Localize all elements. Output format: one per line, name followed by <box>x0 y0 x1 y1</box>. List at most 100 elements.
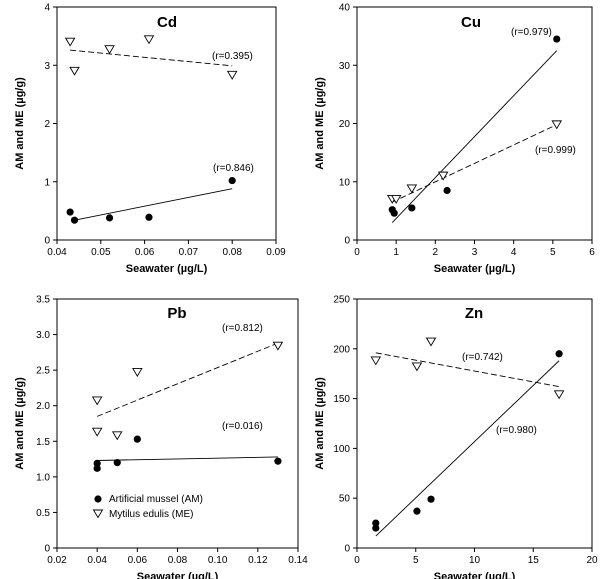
am-data-point <box>274 457 282 465</box>
x-tick-label: 10 <box>469 555 481 566</box>
am-data-point <box>427 495 435 503</box>
legend-am-marker <box>94 495 102 503</box>
y-tick-label: 0 <box>44 544 50 555</box>
x-tick-label: 0.02 <box>47 555 67 566</box>
am-data-point <box>413 507 421 515</box>
y-tick-label: 2.0 <box>36 401 50 412</box>
am-data-point <box>113 459 121 467</box>
am-data-point <box>408 204 416 212</box>
me-data-point <box>370 356 382 366</box>
x-tick-label: 1 <box>393 247 399 258</box>
am-r-label: (r=0.980) <box>496 425 537 436</box>
panel-title: Zn <box>465 305 483 322</box>
y-tick-label: 3 <box>44 61 50 72</box>
y-axis-label: AM and ME (µg/g) <box>14 77 26 170</box>
y-tick-label: 150 <box>333 394 350 405</box>
panel-cu: 0 1 2 3 4 5 6 0 10 20 30 40 Seawater (µg/L) AM and ME… <box>314 3 595 276</box>
am-data-point <box>390 209 398 217</box>
am-fit-line <box>391 50 558 223</box>
am-r-label: (r=0.979) <box>511 27 552 38</box>
panel-pb: 0.02 0.04 0.06 0.08 0.10 0.12 0.14 0 0.5 1.0 1.5 2.… <box>14 295 308 579</box>
x-tick-label: 0.05 <box>91 247 111 258</box>
me-data-point <box>425 337 437 347</box>
x-tick-label: 20 <box>586 555 598 566</box>
am-data-point <box>372 519 380 527</box>
y-tick-label: 0 <box>344 236 350 247</box>
y-tick-label: 50 <box>339 494 351 505</box>
x-tick-label: 0.14 <box>288 555 308 566</box>
am-fit-line <box>375 360 560 537</box>
y-tick-label: 250 <box>333 295 350 306</box>
me-data-point <box>91 396 103 406</box>
me-data-point <box>406 184 418 194</box>
am-data-point <box>145 213 153 221</box>
x-axis-label: Seawater (µg/L) <box>434 571 516 579</box>
y-tick-label: 200 <box>333 344 350 355</box>
me-data-point <box>411 362 423 372</box>
am-data-point <box>66 208 74 216</box>
x-tick-label: 5 <box>550 247 556 258</box>
y-tick-label: 4 <box>44 3 50 14</box>
me-data-point <box>111 431 123 441</box>
y-tick-label: 0.5 <box>36 508 50 519</box>
me-data-point <box>143 35 155 45</box>
y-tick-label: 20 <box>339 119 351 130</box>
x-tick-label: 0.08 <box>168 555 188 566</box>
x-axis-label: Seawater (µg/L) <box>126 263 208 275</box>
x-tick-label: 0.06 <box>135 247 155 258</box>
x-tick-label: 0.07 <box>179 247 199 258</box>
me-data-point <box>553 390 565 400</box>
y-axis-label: AM and ME (µg/g) <box>314 377 326 470</box>
y-tick-label: 10 <box>339 177 351 188</box>
y-tick-label: 1 <box>44 177 50 188</box>
me-data-point <box>132 368 143 377</box>
me-data-point <box>69 66 80 76</box>
me-data-point <box>272 341 284 351</box>
am-r-label: (r=0.016) <box>222 421 263 432</box>
legend-me-label: Mytilus edulis (ME) <box>109 509 193 520</box>
me-fit-line <box>96 342 279 417</box>
me-fit-line <box>392 124 557 203</box>
x-tick-label: 3 <box>472 247 478 258</box>
plot-frame <box>56 6 277 241</box>
am-data-point <box>70 216 79 224</box>
y-tick-label: 30 <box>339 61 351 72</box>
am-data-point <box>553 35 561 43</box>
x-tick-label: 0 <box>354 555 360 566</box>
y-axis-label: AM and ME (µg/g) <box>14 377 26 470</box>
legend-am-label: Artificial mussel (AM) <box>109 494 203 505</box>
me-data-point <box>226 70 238 80</box>
am-data-point <box>555 350 563 358</box>
x-axis-label: Seawater (µg/L) <box>434 263 516 275</box>
y-tick-label: 3.5 <box>36 295 50 306</box>
am-data-point <box>133 435 141 443</box>
am-data-point <box>93 464 101 472</box>
x-tick-label: 0.06 <box>128 555 148 566</box>
me-data-point <box>390 194 402 204</box>
panel-title: Pb <box>167 305 186 322</box>
am-data-point <box>372 524 380 532</box>
panel-title: Cd <box>157 14 177 31</box>
x-tick-label: 0.04 <box>87 555 107 566</box>
x-tick-label: 15 <box>528 555 540 566</box>
panel-cd: 0.04 0.05 0.06 0.07 0.08 0.09 0 1 2 3 4 Seawater (µ… <box>14 3 286 276</box>
y-tick-label: 1.0 <box>36 472 50 483</box>
me-r-label: (r=0.742) <box>462 352 503 363</box>
y-tick-label: 0 <box>44 236 50 247</box>
x-tick-label: 4 <box>511 247 517 258</box>
am-data-point <box>443 186 451 195</box>
legend-me-marker <box>92 509 104 519</box>
y-tick-label: 0 <box>344 544 350 555</box>
panel-title: Cu <box>461 14 481 31</box>
me-data-point <box>64 37 76 47</box>
am-fit-line <box>97 456 278 461</box>
me-data-point <box>551 120 563 130</box>
legend: Artificial mussel (AM) Mytilus edulis (M… <box>92 494 203 520</box>
x-tick-label: 2 <box>433 247 439 258</box>
me-data-point <box>104 45 115 55</box>
y-tick-label: 2 <box>44 119 50 130</box>
me-r-label: (r=0.812) <box>222 323 263 334</box>
me-fit-line <box>375 352 560 388</box>
